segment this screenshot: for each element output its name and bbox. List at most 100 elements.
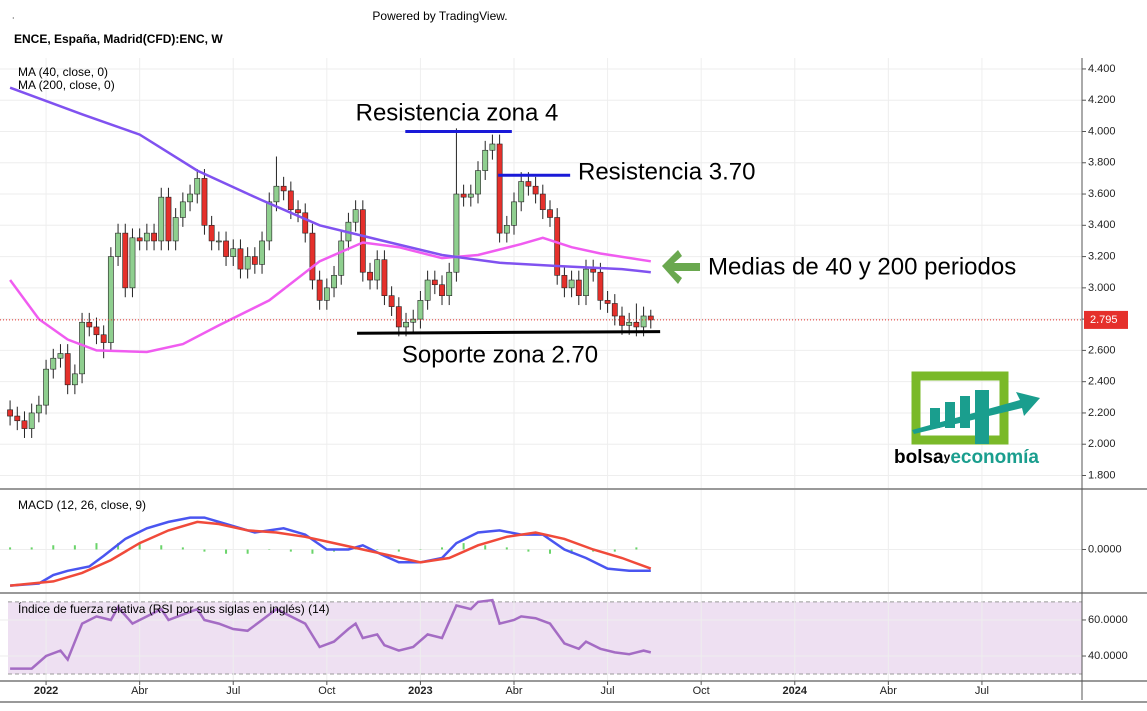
legend-entry: MA (200, close, 0): [18, 78, 115, 92]
candle-body: [309, 232, 316, 281]
candle-body: [287, 190, 294, 210]
annotation: Soporte zona 2.70: [402, 341, 598, 368]
candle-body: [647, 315, 654, 321]
candle-body: [100, 334, 107, 343]
candle-body: [575, 279, 582, 296]
candle-body: [302, 212, 309, 234]
candle-body: [143, 232, 150, 242]
histogram-bar: [289, 549, 292, 552]
candle-body: [43, 368, 49, 406]
legend-entry: MA (40, close, 0): [18, 65, 108, 79]
candle-body: [525, 181, 532, 187]
candle-body: [316, 279, 323, 301]
candle-body: [611, 303, 618, 317]
candle-body: [561, 275, 568, 289]
y-tick-label: 1.800: [1088, 469, 1116, 481]
candle-body: [14, 415, 21, 422]
logo-arrow: [912, 392, 1040, 434]
candle-body: [86, 321, 93, 328]
histogram-bar: [527, 549, 530, 552]
dot: .: [12, 10, 15, 20]
attribution: Powered by TradingView.: [372, 9, 507, 23]
candle-body: [179, 201, 186, 218]
candle-body: [410, 318, 417, 323]
candle-body: [273, 185, 280, 203]
candle-body: [532, 185, 539, 195]
logo-bar: [945, 402, 955, 428]
histogram-bar: [203, 549, 206, 552]
y-tick-label: 4.400: [1088, 63, 1116, 75]
y-tick-label: 40.0000: [1088, 650, 1128, 662]
annotation: Resistencia zona 4: [356, 99, 559, 126]
candle-body: [215, 240, 222, 243]
y-tick-label: 4.200: [1088, 94, 1116, 106]
indicator-line: [9, 520, 652, 587]
candle-body: [583, 268, 589, 296]
candle-body: [482, 149, 489, 171]
candle-body: [7, 409, 13, 417]
indicator-line: [10, 516, 651, 587]
candle-body: [367, 271, 373, 281]
x-tick-label: 2023: [408, 685, 432, 697]
histogram-bar: [311, 549, 314, 554]
histogram-bar: [52, 545, 55, 550]
candle-body: [187, 193, 193, 203]
pane-title: Índice de fuerza relativa (RSI por sus s…: [18, 601, 329, 616]
candle-body: [633, 321, 640, 328]
pane-title: MACD (12, 26, close, 9): [18, 498, 146, 512]
candle-body: [374, 259, 381, 281]
histogram-bar: [397, 549, 400, 552]
candle-body: [136, 237, 143, 242]
y-tick-label: 2.600: [1088, 344, 1116, 356]
x-tick-label: Oct: [693, 685, 710, 697]
candle-body: [568, 279, 575, 289]
candle-body: [460, 193, 467, 198]
x-tick-label: 2022: [34, 685, 58, 697]
candle-body: [626, 321, 633, 326]
histogram-bar: [117, 543, 120, 550]
x-tick-label: Abr: [131, 685, 148, 697]
candle-body: [64, 353, 71, 386]
histogram-bar: [505, 547, 508, 550]
candle-body: [280, 185, 287, 192]
ma-line: [9, 86, 651, 274]
y-tick-label: 2.000: [1088, 438, 1116, 450]
histogram-bar: [30, 547, 33, 550]
y-tick-label: 3.400: [1088, 219, 1116, 231]
candle-body: [165, 196, 172, 242]
candle-body: [338, 240, 345, 276]
candle-body: [381, 259, 388, 296]
x-tick-label: Jul: [226, 685, 240, 697]
candle-body: [71, 373, 78, 386]
logo-bar: [930, 408, 940, 428]
candle-body: [518, 181, 525, 203]
plot: 1.8002.0002.2002.4002.6002.8003.0003.200…: [0, 58, 1147, 703]
candle-body: [590, 268, 597, 273]
candle-body: [604, 300, 611, 304]
histogram-bar: [635, 547, 638, 550]
histogram-bar: [419, 549, 422, 550]
x-tick-label: Jul: [601, 685, 615, 697]
candle-body: [237, 248, 244, 270]
histogram-bar: [484, 545, 487, 550]
histogram-bar: [462, 543, 465, 550]
y-tick-label: 2.400: [1088, 376, 1116, 388]
y-tick-label: 3.000: [1088, 282, 1116, 294]
candle-body: [597, 271, 604, 301]
candle-body: [640, 315, 647, 328]
histogram-bar: [9, 547, 12, 550]
histogram-bar: [73, 545, 76, 550]
y-tick-label: 3.600: [1088, 188, 1116, 200]
candle-body: [266, 201, 273, 242]
candle-body: [57, 353, 64, 359]
candle-body: [467, 193, 474, 198]
histogram-bar: [160, 545, 163, 550]
histogram-bar: [376, 549, 379, 550]
candle-body: [21, 420, 28, 429]
candle-body: [424, 279, 431, 301]
y-tick-label: 0.0000: [1088, 543, 1122, 555]
candle-body: [251, 256, 258, 265]
candle-body: [201, 178, 208, 226]
candle-body: [129, 237, 136, 289]
